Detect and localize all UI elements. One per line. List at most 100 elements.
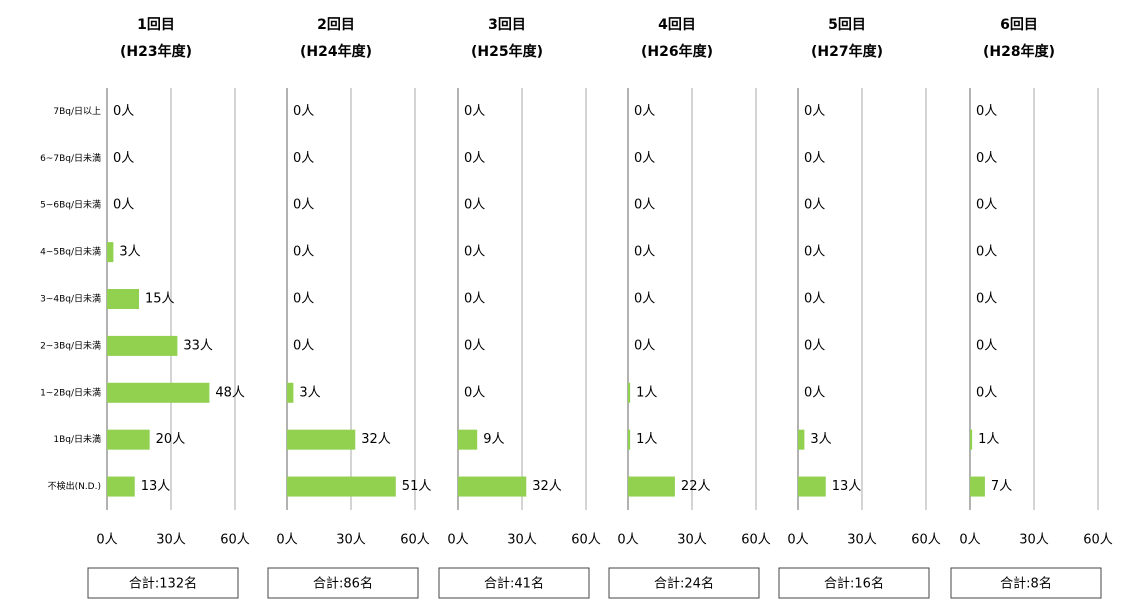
x-tick-label: 60人: [911, 533, 941, 548]
x-tick-label: 0人: [787, 533, 808, 548]
data-label: 9人: [483, 432, 504, 447]
data-label: 0人: [804, 198, 825, 213]
data-label: 0人: [976, 338, 997, 353]
x-tick-label: 0人: [959, 533, 980, 548]
total-box: [87, 567, 239, 599]
data-label: 20人: [156, 432, 186, 447]
data-label: 0人: [634, 338, 655, 353]
bar: [458, 429, 478, 450]
bar: [287, 476, 396, 497]
data-label: 0人: [293, 151, 314, 166]
bar: [458, 476, 527, 497]
bar: [107, 289, 139, 309]
data-label: 0人: [293, 198, 314, 213]
data-label: 15人: [145, 292, 175, 307]
chart-subtitle: (H26年度): [641, 43, 713, 60]
category-label: 不検出(N.D.): [48, 480, 101, 492]
data-label: 0人: [634, 198, 655, 213]
chart-subtitle: (H27年度): [811, 43, 883, 60]
data-label: 0人: [634, 151, 655, 166]
x-tick-label: 0人: [447, 533, 468, 548]
x-tick-label: 60人: [571, 533, 601, 548]
x-tick-label: 60人: [400, 533, 430, 548]
data-label: 0人: [113, 198, 134, 213]
data-label: 13人: [141, 479, 171, 494]
bar: [287, 429, 356, 450]
data-label: 7人: [991, 479, 1012, 494]
data-label: 0人: [464, 292, 485, 307]
data-label: 0人: [804, 151, 825, 166]
data-label: 0人: [634, 292, 655, 307]
category-label: 5~6Bq/日未満: [40, 199, 101, 211]
data-label: 3人: [810, 432, 831, 447]
data-label: 0人: [293, 245, 314, 260]
data-label: 0人: [976, 245, 997, 260]
data-label: 0人: [976, 292, 997, 307]
bar: [107, 242, 114, 263]
bar: [107, 335, 178, 356]
data-label: 0人: [293, 338, 314, 353]
chart-subtitle: (H25年度): [471, 43, 543, 60]
data-label: 3人: [299, 385, 320, 400]
bar: [798, 429, 805, 450]
chart-title: 6回目: [1000, 17, 1038, 33]
data-label: 0人: [464, 385, 485, 400]
x-tick-label: 0人: [617, 533, 638, 548]
x-tick-label: 0人: [276, 533, 297, 548]
total-label: 合計:8名: [1000, 576, 1052, 592]
bar: [628, 382, 631, 403]
data-label: 0人: [976, 104, 997, 119]
bar: [107, 429, 150, 450]
data-label: 48人: [215, 385, 245, 400]
total-label: 合計:41名: [484, 576, 544, 592]
data-label: 51人: [402, 479, 432, 494]
category-label: 3~4Bq/日未満: [40, 293, 101, 305]
x-tick-label: 30人: [847, 533, 877, 548]
chart-title: 2回目: [317, 17, 355, 33]
chart-title: 3回目: [488, 17, 526, 33]
data-label: 1人: [978, 432, 999, 447]
category-label: 1Bq/日未満: [53, 433, 101, 445]
category-label: 6~7Bq/日未満: [40, 152, 101, 164]
bar: [628, 476, 675, 497]
bar: [628, 429, 631, 450]
data-label: 13人: [832, 479, 862, 494]
x-tick-label: 60人: [1083, 533, 1113, 548]
data-label: 0人: [113, 151, 134, 166]
data-label: 0人: [804, 245, 825, 260]
data-label: 0人: [464, 104, 485, 119]
total-label: 合計:86名: [313, 576, 373, 592]
total-box: [778, 567, 930, 599]
data-label: 0人: [464, 198, 485, 213]
bar: [970, 476, 985, 497]
bar: [107, 476, 135, 497]
data-label: 1人: [636, 385, 657, 400]
data-label: 0人: [113, 104, 134, 119]
data-label: 3人: [119, 245, 140, 260]
category-label: 1~2Bq/日未満: [40, 386, 101, 398]
x-tick-label: 60人: [220, 533, 250, 548]
data-label: 0人: [976, 198, 997, 213]
data-label: 0人: [464, 245, 485, 260]
bar: [970, 429, 973, 450]
total-box: [438, 567, 590, 599]
data-label: 0人: [804, 104, 825, 119]
data-label: 0人: [464, 151, 485, 166]
x-tick-label: 30人: [677, 533, 707, 548]
chart-title: 1回目: [137, 17, 175, 33]
data-label: 0人: [634, 104, 655, 119]
x-tick-label: 30人: [156, 533, 186, 548]
bar: [107, 382, 210, 403]
chart-subtitle: (H23年度): [120, 43, 192, 60]
data-label: 1人: [636, 432, 657, 447]
x-tick-label: 30人: [507, 533, 537, 548]
x-tick-label: 30人: [1019, 533, 1049, 548]
bar: [798, 476, 826, 497]
data-label: 33人: [183, 338, 213, 353]
total-box: [608, 567, 760, 599]
chart-title: 5回目: [828, 17, 866, 33]
data-label: 0人: [976, 385, 997, 400]
data-label: 0人: [464, 338, 485, 353]
data-label: 0人: [293, 104, 314, 119]
category-label: 2~3Bq/日未満: [40, 339, 101, 351]
